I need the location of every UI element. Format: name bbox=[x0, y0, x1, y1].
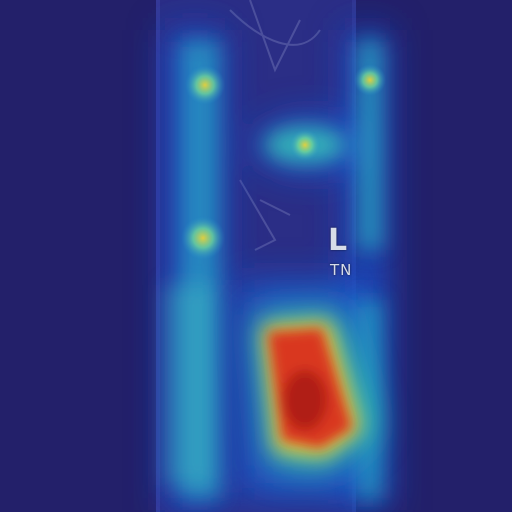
bone-silhouette bbox=[229, 0, 321, 251]
hotspot-left-top bbox=[185, 65, 225, 105]
hotspot-left-middle bbox=[181, 216, 225, 260]
side-marker: L bbox=[328, 223, 348, 258]
hotspot-center bbox=[289, 129, 321, 161]
plate-edge-left bbox=[156, 0, 160, 512]
side-marker-sub: TN bbox=[330, 261, 353, 279]
heatmap-peak-core bbox=[268, 328, 352, 448]
hotspot-right-top bbox=[354, 64, 386, 96]
